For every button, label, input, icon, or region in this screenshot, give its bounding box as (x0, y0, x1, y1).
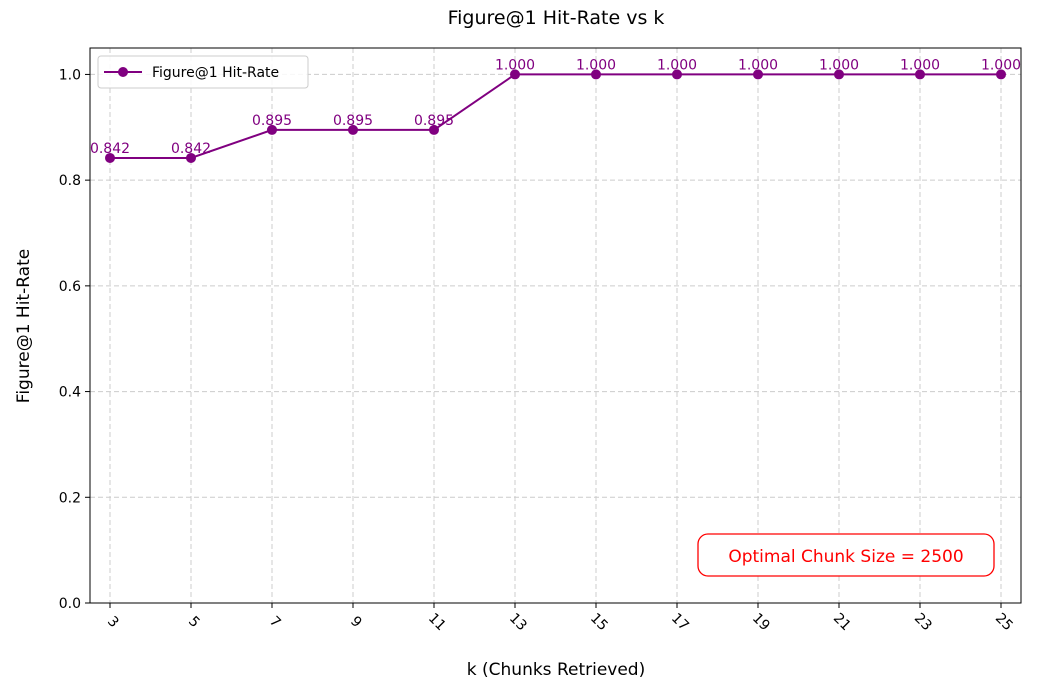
annotation-text: Optimal Chunk Size = 2500 (728, 547, 963, 567)
data-labels: 0.842 0.842 0.895 0.895 0.895 1.000 1.000 1.000… (90, 57, 1021, 157)
x-axis-label: k (Chunks Retrieved) (467, 660, 645, 680)
legend-label: Figure@1 Hit-Rate (152, 65, 279, 81)
data-point (753, 69, 763, 80)
data-point (105, 152, 115, 163)
x-tick-label: 23 (911, 610, 935, 634)
data-point (591, 69, 601, 80)
x-tick-label: 19 (749, 610, 773, 634)
plot-frame (89, 47, 1022, 604)
legend-marker-swatch (118, 67, 128, 77)
x-tick-label: 13 (506, 610, 530, 634)
data-point (348, 124, 358, 135)
data-label: 0.895 (414, 113, 454, 129)
x-tick-label: 17 (668, 610, 692, 634)
data-point (672, 69, 682, 80)
y-axis-label: Figure@1 Hit-Rate (14, 249, 34, 403)
x-tick-label: 5 (185, 613, 203, 631)
y-tick-label: 0.6 (59, 279, 81, 295)
series-layer (105, 69, 1006, 163)
data-label: 1.000 (900, 57, 940, 73)
grid (90, 48, 1021, 604)
data-label: 0.895 (252, 113, 292, 129)
data-point (915, 69, 925, 80)
y-tick-label: 0.2 (59, 490, 81, 506)
data-point (186, 152, 196, 163)
x-tick-label: 3 (104, 613, 122, 631)
data-label: 0.842 (90, 141, 130, 157)
data-point (429, 124, 439, 135)
legend-box (97, 55, 309, 89)
data-label: 1.000 (981, 57, 1021, 73)
legend: Figure@1 Hit-Rate (97, 55, 309, 89)
x-tick-label: 7 (266, 613, 284, 631)
x-tick-label: 15 (587, 610, 611, 634)
data-label: 0.842 (171, 141, 211, 157)
annotation-box: Optimal Chunk Size = 2500 (697, 533, 995, 577)
data-label: 1.000 (495, 57, 535, 73)
x-tick-label: 11 (425, 610, 449, 634)
data-point (510, 69, 520, 80)
annotation-frame (697, 533, 995, 577)
y-tick-label: 0.0 (59, 596, 81, 612)
chart-title: Figure@1 Hit-Rate vs k (448, 7, 665, 29)
data-point (996, 69, 1006, 80)
x-ticks: 3 5 7 9 11 13 15 17 19 21 23 25 (104, 603, 1016, 634)
data-label: 1.000 (738, 57, 778, 73)
data-point (267, 124, 277, 135)
data-label: 1.000 (819, 57, 859, 73)
series-line (110, 73, 1001, 159)
data-label: 1.000 (576, 57, 616, 73)
y-tick-label: 0.4 (59, 385, 81, 401)
y-ticks: 0.0 0.2 0.4 0.6 0.8 1.0 (59, 67, 90, 612)
x-tick-label: 25 (992, 610, 1016, 634)
data-label: 0.895 (333, 113, 373, 129)
y-tick-label: 1.0 (59, 67, 81, 83)
y-tick-label: 0.8 (59, 173, 81, 189)
data-label: 1.000 (657, 57, 697, 73)
x-tick-label: 21 (830, 610, 854, 634)
data-point (834, 69, 844, 80)
x-tick-label: 9 (347, 613, 365, 631)
